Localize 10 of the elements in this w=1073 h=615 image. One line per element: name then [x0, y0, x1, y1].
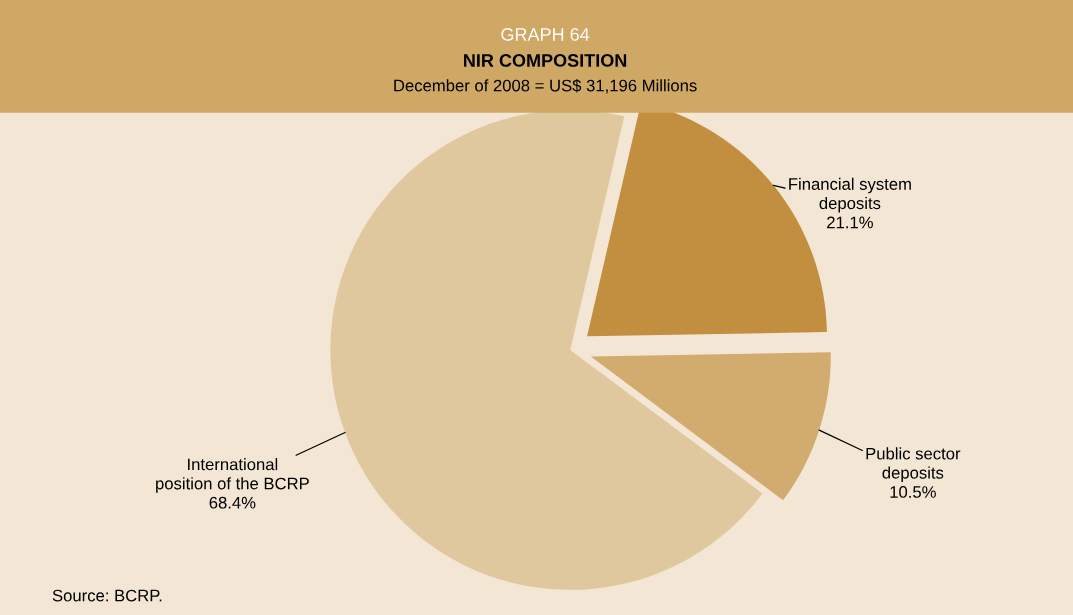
slice-label: International position of the BCRP: [156, 458, 309, 493]
chart-subtitle: December of 2008 = US$ 31,196 Millions: [394, 78, 697, 94]
slice-label: Financial system deposits: [789, 177, 911, 213]
data-label: 21.1%: [827, 216, 873, 229]
data-label: 68.4%: [209, 496, 256, 509]
chart-title: NIR COMPOSITION: [464, 54, 627, 67]
source-note: Source: BCRP.: [52, 589, 162, 602]
caption: GRAPH 64: [501, 28, 590, 41]
slice-label: Public sector deposits: [866, 447, 961, 482]
data-label: 10.5%: [890, 486, 936, 498]
